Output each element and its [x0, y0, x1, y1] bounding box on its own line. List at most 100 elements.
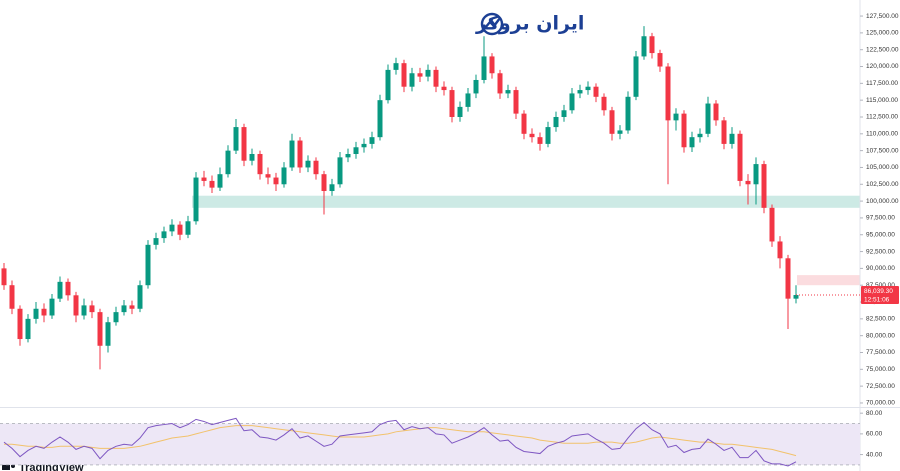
- candle-body: [97, 312, 103, 346]
- y-tick-label: 75,000.00: [866, 366, 895, 373]
- y-tick-label: 105,000.00: [866, 164, 899, 171]
- y-tick-label: 92,500.00: [866, 248, 895, 255]
- candle-body: [177, 224, 183, 235]
- candle-body: [49, 298, 55, 316]
- candle-body: [713, 103, 719, 121]
- candle-body: [585, 86, 591, 91]
- y-tick-label: 125,000.00: [866, 30, 899, 37]
- y-tick-label: 110,000.00: [866, 131, 898, 138]
- candle-body: [265, 174, 271, 178]
- candle-body: [329, 184, 335, 192]
- candle-body: [273, 177, 279, 185]
- candle-body: [617, 130, 623, 134]
- y-tick-label: 70,000.00: [866, 400, 895, 407]
- candle-body: [753, 164, 759, 185]
- candle-body: [137, 285, 143, 309]
- candle-body: [569, 93, 575, 111]
- candle-body: [9, 285, 15, 309]
- last-price-box: [861, 286, 899, 305]
- candle-body: [33, 308, 39, 319]
- candle-body: [657, 53, 663, 67]
- logo-icon-arrow: [484, 17, 501, 29]
- candle-body: [393, 63, 399, 70]
- candle-body: [281, 167, 287, 185]
- candle-body: [17, 308, 23, 340]
- candle-body: [425, 69, 431, 77]
- y-tick-label: 95,000.00: [866, 231, 895, 238]
- candle-body: [201, 177, 207, 181]
- candle-body: [649, 36, 655, 54]
- candle-body: [209, 180, 215, 188]
- candle-body: [233, 127, 239, 151]
- candle-body: [481, 56, 487, 80]
- y-tick-label: 77,500.00: [866, 349, 895, 356]
- candle-body: [673, 113, 679, 121]
- candle-body: [369, 137, 375, 144]
- y-tick-label: 120,000.00: [866, 63, 899, 70]
- candle-body: [409, 73, 415, 87]
- candle-body: [489, 56, 495, 74]
- candle-body: [465, 93, 471, 107]
- candle-body: [169, 224, 175, 232]
- candle-body: [601, 96, 607, 111]
- candle-body: [761, 164, 767, 208]
- candle-body: [377, 100, 383, 138]
- brand-text: TradingView: [19, 462, 84, 471]
- candle-body: [337, 157, 343, 185]
- candle-body: [577, 90, 583, 94]
- candle-body: [521, 113, 527, 134]
- candle-body: [593, 86, 599, 97]
- candle-body: [313, 160, 319, 175]
- y-tick-label: 117,500.00: [866, 80, 898, 87]
- candle-body: [545, 127, 551, 144]
- candle-body: [225, 150, 231, 175]
- candle-body: [529, 133, 535, 138]
- candle-body: [745, 180, 751, 185]
- candle-body: [113, 312, 119, 323]
- candle-body: [505, 90, 511, 94]
- candle-body: [105, 322, 111, 346]
- y-tick-label: 127,500.00: [866, 13, 899, 20]
- candle-body: [353, 147, 359, 154]
- logo: ایران بروکر: [475, 13, 584, 36]
- candle-body: [401, 63, 407, 87]
- candle-body: [321, 174, 327, 192]
- candle-body: [241, 127, 247, 161]
- candle-body: [73, 295, 79, 316]
- candle-body: [737, 133, 743, 181]
- y-tick-label: 72,500.00: [866, 383, 895, 390]
- candle-body: [777, 241, 783, 259]
- candle-body: [457, 106, 463, 117]
- candle-body: [769, 207, 775, 242]
- candle-body: [25, 318, 31, 340]
- candle-body: [665, 66, 671, 121]
- candle-body: [1, 268, 7, 286]
- y-tick-label: 102,500.00: [866, 181, 899, 188]
- candle-body: [185, 221, 191, 235]
- tv-icon: [2, 464, 10, 470]
- rsi-y-tick-label: 60.00: [866, 431, 883, 438]
- candle-body: [689, 137, 695, 148]
- candle-body: [361, 143, 367, 148]
- candle-body: [793, 295, 799, 299]
- candle-body: [417, 73, 423, 77]
- y-tick-label: 87,500.00: [866, 282, 895, 289]
- y-tick-label: 82,500.00: [866, 316, 895, 323]
- candle-body: [681, 113, 687, 148]
- candle-body: [65, 281, 71, 296]
- candle-body: [721, 120, 727, 144]
- candle-body: [385, 69, 391, 101]
- candle-body: [41, 308, 47, 316]
- candle-body: [257, 153, 263, 175]
- rsi-ma-line: [4, 425, 797, 457]
- price-zone: [797, 275, 860, 286]
- candle-body: [161, 231, 167, 239]
- candle-body: [625, 96, 631, 131]
- candle-body: [121, 305, 127, 313]
- candle-body: [145, 244, 151, 286]
- y-tick-label: 107,500.00: [866, 147, 899, 154]
- logo-text: ایران بروکر: [475, 13, 584, 35]
- candle-body: [217, 174, 223, 188]
- candle-body: [193, 177, 199, 222]
